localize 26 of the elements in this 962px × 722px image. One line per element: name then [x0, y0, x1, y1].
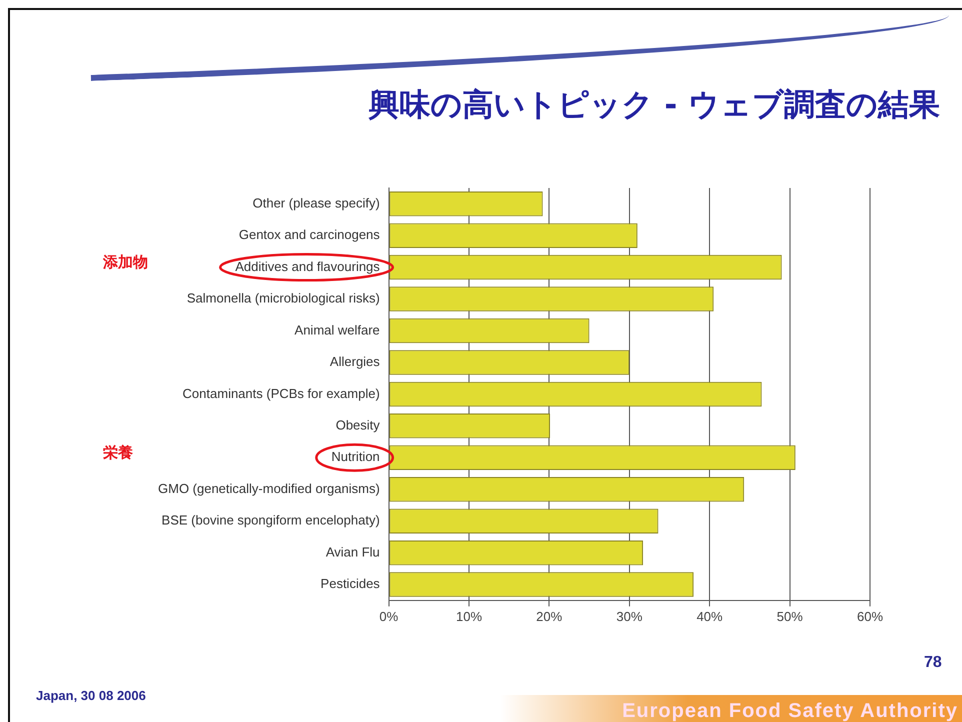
y-tick-label: Animal welfare: [294, 322, 380, 338]
y-tick-label: Salmonella (microbiological risks): [186, 290, 380, 306]
x-tick-label: 50%: [776, 608, 804, 624]
text: 添加物: [102, 253, 148, 272]
x-tick-label: 10%: [456, 608, 482, 624]
x-tick-label: 20%: [536, 608, 563, 624]
y-tick-label: Allergies: [330, 354, 380, 370]
y-tick-label: BSE (bovine spongiform encelophaty): [162, 512, 380, 528]
y-tick-label: Additives and flavourings: [235, 258, 380, 274]
x-tick-label: 40%: [696, 608, 724, 624]
text: 78: [924, 654, 942, 672]
y-tick-label: Contaminants (PCBs for example): [182, 386, 380, 401]
text: European Food Safety Authority: [622, 700, 958, 722]
text: Japan, 30 08 2006: [36, 688, 146, 703]
x-tick-label: 0%: [379, 608, 399, 624]
y-tick-label: Nutrition: [331, 449, 380, 464]
y-tick-label: Gentox and carcinogens: [238, 227, 380, 242]
chart-title: 興味の高いトピック - ウェブ調査の結果: [368, 86, 940, 125]
y-tick-label: Other (please specify): [252, 195, 380, 210]
text: 栄養: [103, 444, 133, 462]
y-tick-label: GMO (genetically-modified organisms): [158, 480, 380, 496]
y-tick-label: Obesity: [336, 418, 380, 432]
y-tick-label: Avian Flu: [326, 544, 380, 560]
y-tick-label: Pesticides: [320, 576, 380, 592]
x-tick-label: 30%: [616, 608, 643, 624]
x-tick-label: 60%: [856, 608, 884, 624]
